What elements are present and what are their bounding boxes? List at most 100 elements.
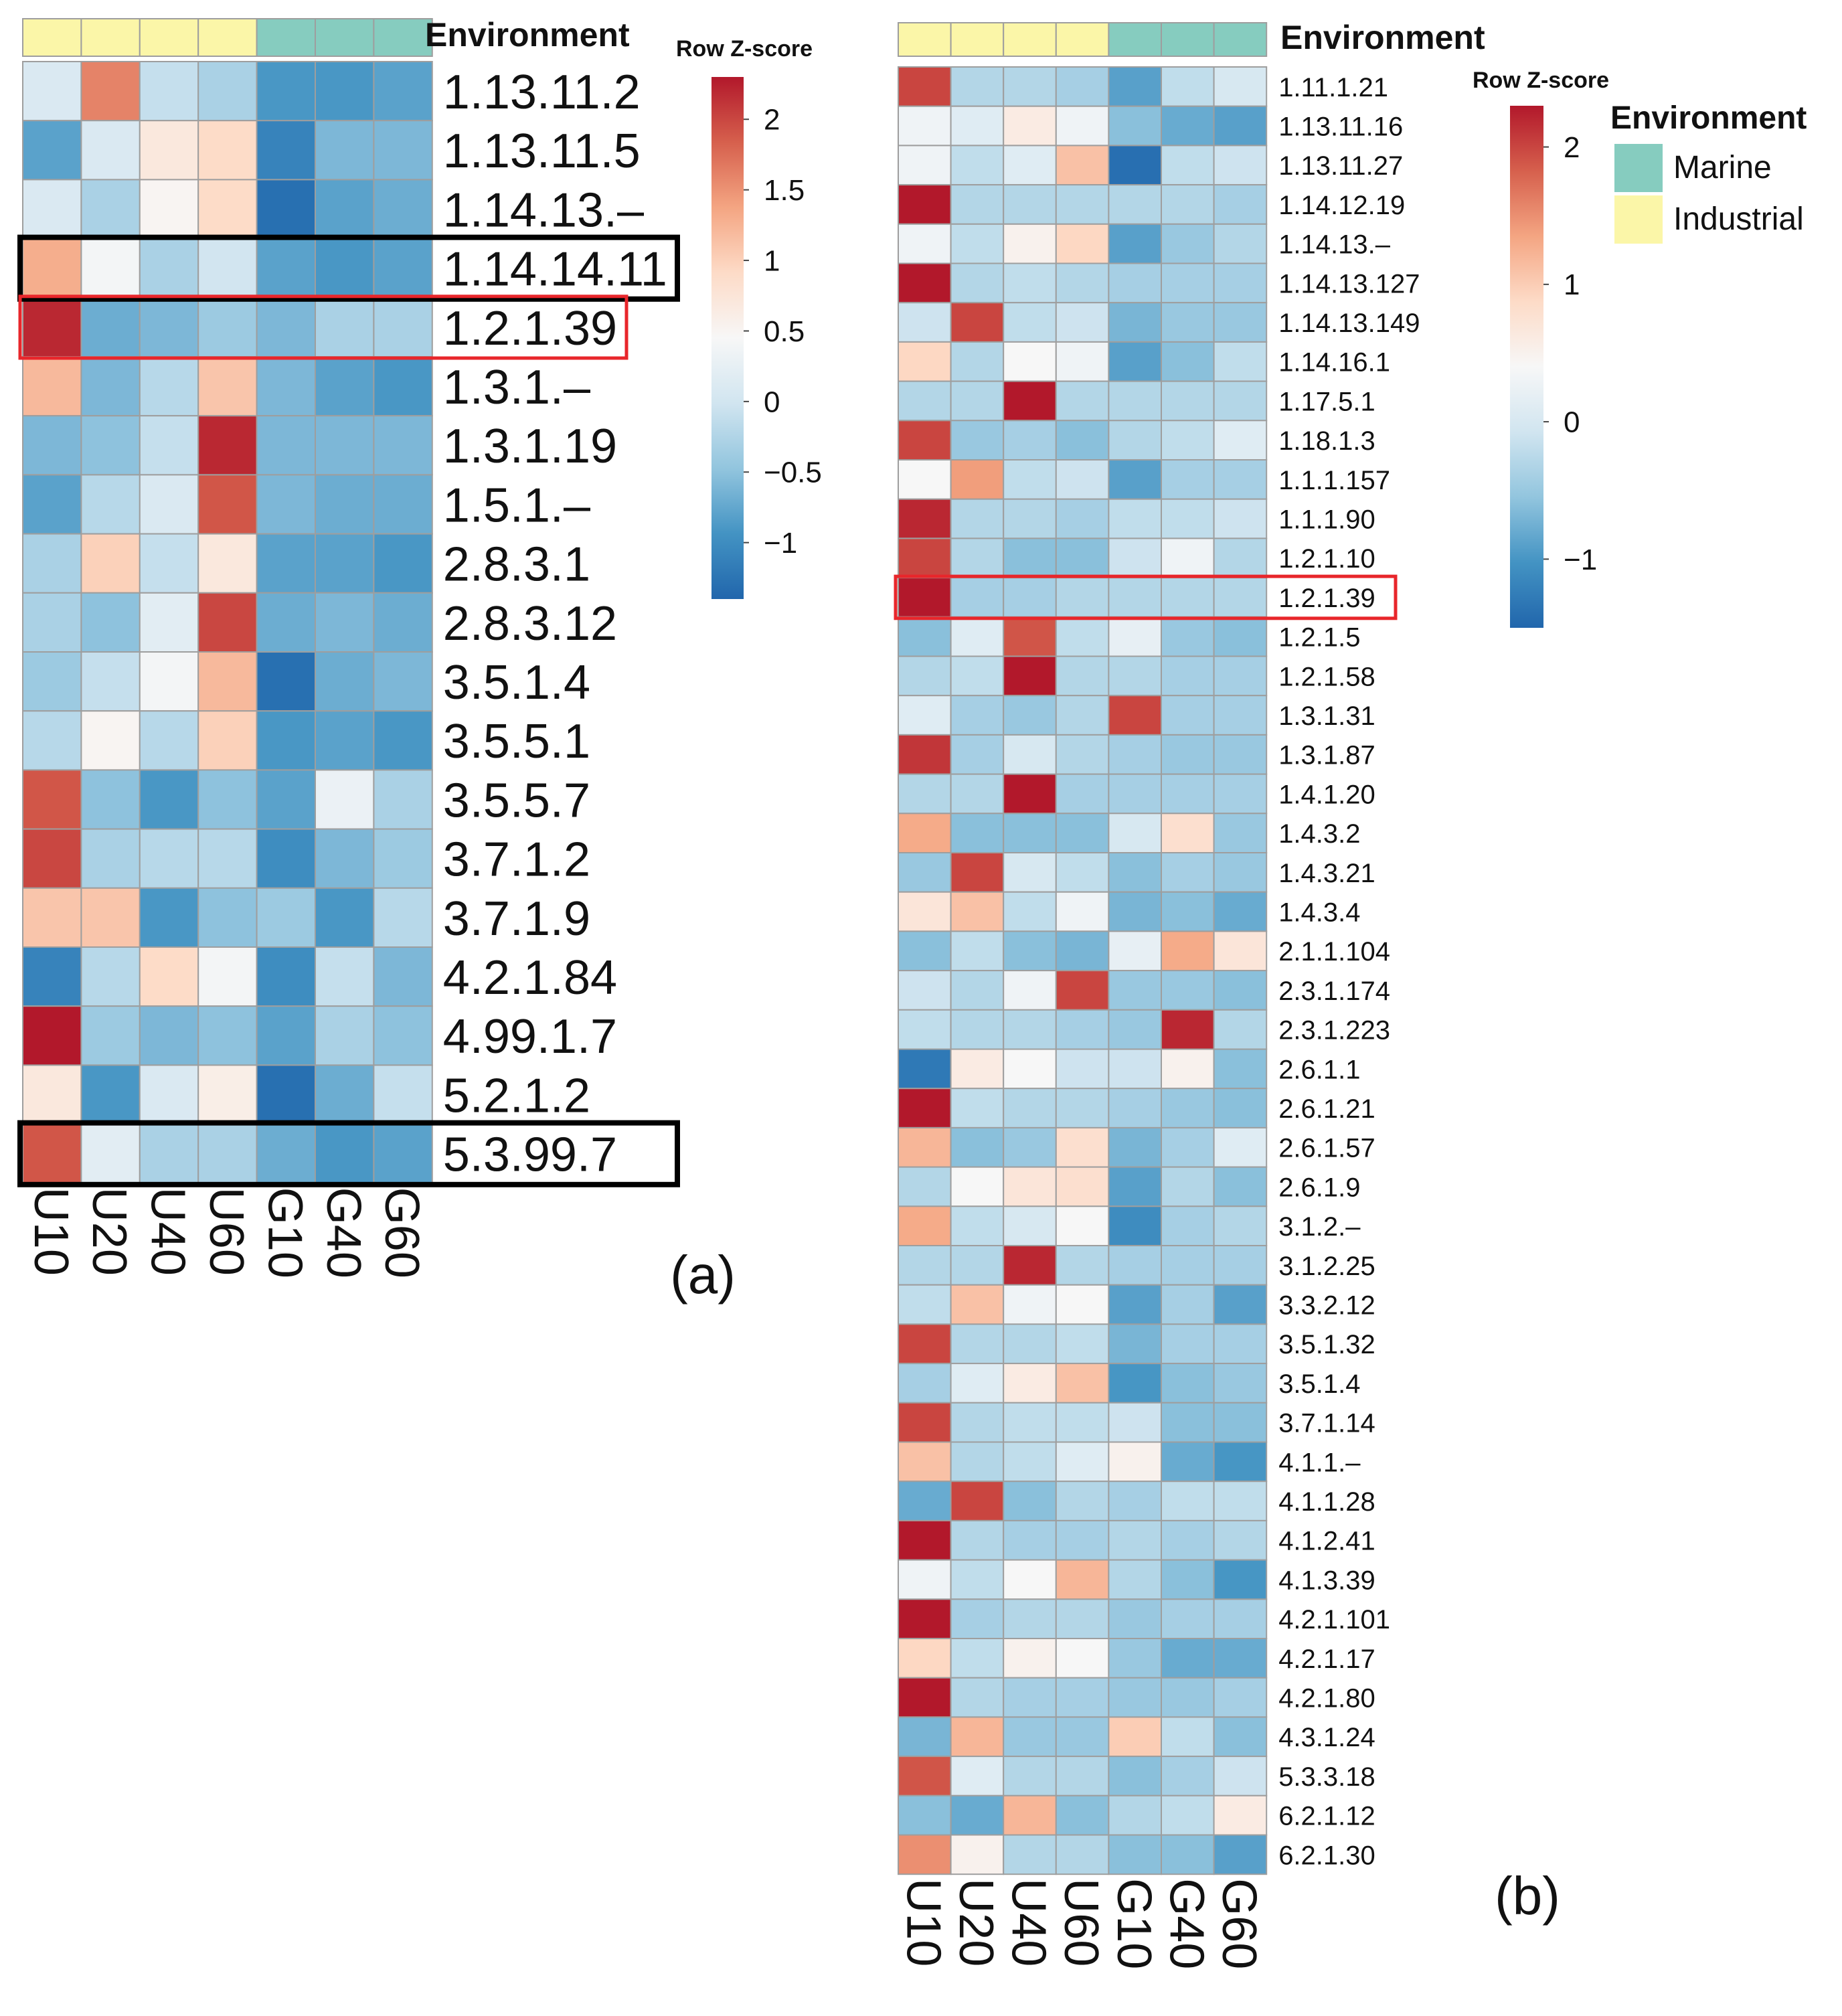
row-label: 4.2.1.101 [1278, 1605, 1390, 1634]
heatmap-cell [898, 1402, 952, 1443]
heatmap-cell [1003, 420, 1057, 460]
heatmap-cell [197, 356, 258, 417]
heatmap-cell [197, 61, 258, 122]
heatmap-cell [950, 145, 1005, 186]
row-label: 3.3.2.12 [1278, 1290, 1375, 1320]
heatmap-cell [1213, 1794, 1268, 1836]
heatmap-cell [1213, 577, 1268, 618]
heatmap-cell [256, 828, 317, 889]
heatmap-cells-b [898, 66, 1268, 1875]
column-label: U60 [1054, 1878, 1108, 1966]
heatmap-b: Environment 1.11.1.21 1.13.11.16 1.13.11.2… [894, 19, 1807, 1969]
heatmap-cell [1003, 1205, 1057, 1247]
heatmap-cell [1003, 1716, 1057, 1758]
heatmap-cell [1055, 262, 1110, 304]
heatmap-cell [1003, 223, 1057, 264]
row-label: 1.2.1.58 [1278, 662, 1375, 691]
heatmap-cell [1108, 577, 1163, 618]
heatmap-cell [1055, 1598, 1110, 1640]
heatmap-cell [315, 887, 375, 948]
heatmap-cell [256, 1123, 317, 1184]
heatmap-cell [1108, 459, 1163, 500]
heatmap-cell [1213, 695, 1268, 736]
heatmap-cell [1161, 695, 1215, 736]
heatmap-cell [1003, 1088, 1057, 1128]
heatmap-cell [1003, 105, 1057, 147]
heatmap-cell [1213, 1323, 1268, 1365]
heatmap-cell [197, 238, 258, 299]
row-label: 3.5.1.4 [1278, 1369, 1360, 1399]
annotation-cell-industrial [898, 22, 952, 57]
heatmap-cell [1108, 223, 1163, 264]
row-label: 1.4.3.4 [1278, 898, 1360, 927]
heatmap-cell [898, 420, 952, 460]
heatmap-cell [315, 769, 375, 830]
heatmap-cell [373, 828, 433, 889]
heatmap-cell [22, 61, 82, 122]
heatmap-cell [950, 1088, 1005, 1128]
heatmap-cell [80, 415, 141, 476]
row-label: 3.5.1.4 [443, 656, 590, 709]
heatmap-cell [373, 1064, 433, 1125]
heatmap-cell [1055, 341, 1110, 382]
legend-tick-label: 0 [1564, 406, 1580, 439]
row-label: 3.7.1.9 [443, 892, 590, 946]
row-label: 4.3.1.24 [1278, 1723, 1375, 1752]
heatmap-cell [1108, 498, 1163, 539]
heatmap-cell [256, 179, 317, 240]
heatmap-cell [139, 828, 199, 889]
heatmap-cell [1003, 302, 1057, 343]
heatmap-cell [80, 710, 141, 771]
row-label: 1.3.1.19 [443, 420, 617, 473]
heatmap-cell [950, 1166, 1005, 1207]
heatmap-cell [197, 533, 258, 594]
heatmap-cell [22, 710, 82, 771]
row-label: 5.3.99.7 [443, 1128, 617, 1182]
row-label: 1.17.5.1 [1278, 387, 1375, 416]
heatmap-cell [1213, 1481, 1268, 1521]
heatmap-cell [950, 1009, 1005, 1050]
heatmap-cell [950, 1126, 1005, 1168]
heatmap-cell [315, 592, 375, 653]
row-label: 1.13.11.16 [1278, 112, 1403, 141]
heatmap-cell [315, 946, 375, 1007]
column-label: U20 [82, 1187, 136, 1276]
heatmap-cell [1108, 1716, 1163, 1758]
heatmap-cell [256, 1064, 317, 1125]
row-label: 2.1.1.104 [1278, 937, 1390, 967]
legend-tick-label: 1 [764, 244, 780, 277]
heatmap-cell [1161, 1323, 1215, 1365]
heatmap-cell [898, 891, 952, 932]
heatmap-cell [1161, 1126, 1215, 1168]
heatmap-cell [315, 651, 375, 712]
heatmap-cell [1055, 930, 1110, 972]
heatmap-cell [898, 1794, 952, 1836]
column-label: U40 [1002, 1878, 1056, 1966]
heatmap-cell [1003, 1323, 1057, 1365]
heatmap-cell [1213, 655, 1268, 697]
heatmap-cell [139, 1064, 199, 1125]
heatmap-cell [80, 61, 141, 122]
heatmap-cell [898, 1284, 952, 1325]
heatmap-cell [22, 946, 82, 1007]
heatmap-cell [80, 769, 141, 830]
heatmap-cell [898, 1088, 952, 1128]
heatmap-cell [1161, 1166, 1215, 1207]
heatmap-cell [139, 887, 199, 948]
heatmap-cell [1213, 773, 1268, 815]
heatmap-cell [1055, 1834, 1110, 1875]
heatmap-cell [256, 1005, 317, 1066]
heatmap-cell [22, 1123, 82, 1184]
row-label: 1.14.12.19 [1278, 191, 1405, 220]
heatmap-cell [1055, 1323, 1110, 1365]
heatmap-cell [1161, 1048, 1215, 1090]
heatmap-cell [1108, 302, 1163, 343]
heatmap-cell [1003, 695, 1057, 736]
row-label: 3.7.1.14 [1278, 1409, 1375, 1438]
heatmap-cell [80, 179, 141, 240]
heatmap-cell [1213, 1048, 1268, 1090]
heatmap-cell [898, 262, 952, 304]
panel-label-a: (a) [670, 1245, 736, 1305]
heatmap-cell [373, 474, 433, 535]
heatmap-cell [1108, 1441, 1163, 1483]
